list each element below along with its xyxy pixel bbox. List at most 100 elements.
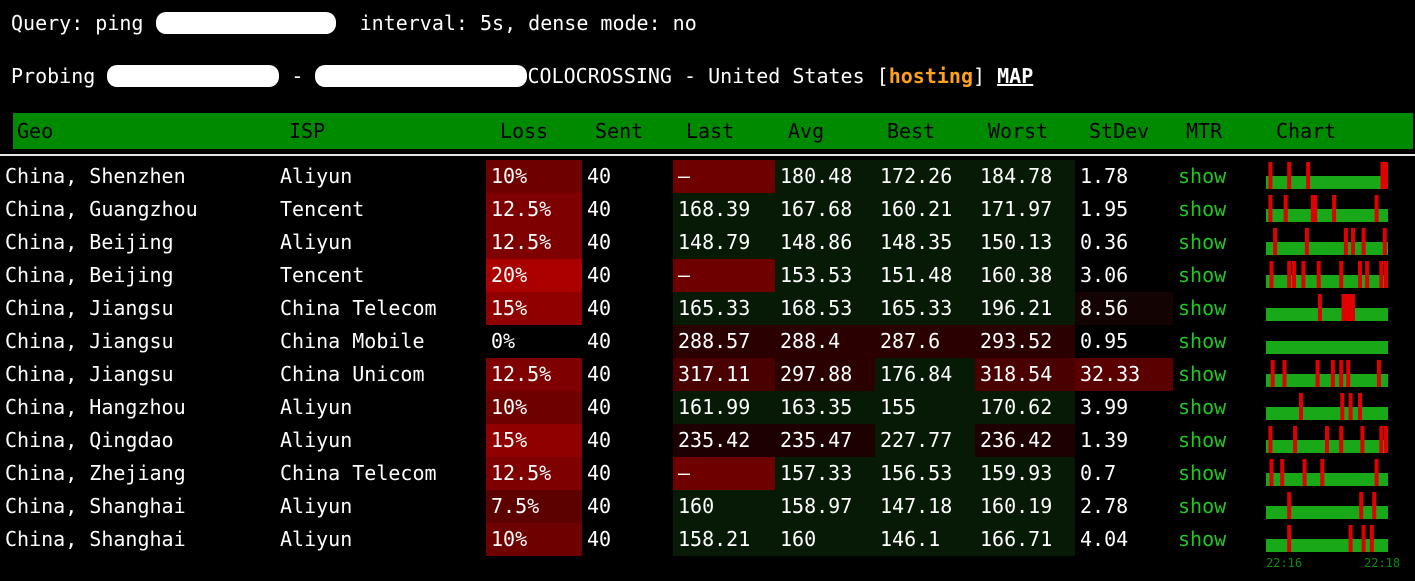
sparkline-baseline [1266, 308, 1388, 321]
cell-worst: 184.78 [975, 160, 1075, 193]
cell-geo: China, Beijing [5, 230, 174, 254]
cell-best: 155 [875, 391, 975, 424]
query-line: Query: ping interval: 5s, dense mode: no [11, 11, 697, 35]
cell-geo: China, Jiangsu [5, 296, 174, 320]
packet-loss-spike [1269, 261, 1274, 288]
col-last: Last [686, 119, 735, 143]
cell-loss: 15% [486, 424, 582, 457]
sparkline-baseline [1266, 176, 1388, 189]
packet-loss-spike [1384, 426, 1388, 453]
packet-loss-spike [1346, 360, 1351, 387]
cell-isp: Aliyun [280, 428, 353, 452]
mtr-show-link[interactable]: show [1178, 263, 1227, 287]
mtr-show-link[interactable]: show [1178, 527, 1227, 551]
cell-sent: 40 [587, 329, 612, 353]
col-chart: Chart [1276, 119, 1337, 143]
cell-stdev: 4.04 [1080, 527, 1129, 551]
mtr-show-link[interactable]: show [1178, 329, 1227, 353]
cell-sent: 40 [587, 527, 612, 551]
cell-isp: Aliyun [280, 395, 353, 419]
cell-stdev: 1.95 [1080, 197, 1129, 221]
header-divider [0, 154, 1415, 156]
cell-best: 176.84 [875, 358, 975, 391]
cell-avg: 168.53 [775, 292, 875, 325]
cell-geo: China, Hangzhou [5, 395, 186, 419]
cell-last: – [673, 160, 775, 193]
mtr-show-link[interactable]: show [1178, 164, 1227, 188]
packet-loss-spike [1365, 261, 1370, 288]
packet-loss-spike [1320, 459, 1325, 486]
latency-sparkline [1266, 393, 1388, 420]
packet-loss-spike [1317, 294, 1322, 321]
cell-loss: 7.5% [486, 490, 582, 523]
cell-sent: 40 [587, 461, 612, 485]
packet-loss-spike [1287, 162, 1292, 189]
cell-isp: China Mobile [280, 329, 425, 353]
mtr-show-link[interactable]: show [1178, 362, 1227, 386]
cell-isp: China Telecom [280, 296, 437, 320]
cell-geo: China, Shenzhen [5, 164, 186, 188]
packet-loss-spike [1343, 294, 1348, 321]
mtr-show-link[interactable]: show [1178, 428, 1227, 452]
cell-loss: 12.5% [486, 457, 582, 490]
cell-stdev: 3.06 [1080, 263, 1129, 287]
sparkline-baseline [1266, 506, 1388, 519]
mtr-show-link[interactable]: show [1178, 494, 1227, 518]
cell-avg: 180.48 [775, 160, 875, 193]
packet-loss-spike [1310, 195, 1315, 222]
cell-stdev: 0.7 [1080, 461, 1117, 485]
chart-time-start: 22:16 [1266, 556, 1303, 570]
cell-loss: 15% [486, 292, 582, 325]
cell-isp: Tencent [280, 263, 365, 287]
packet-loss-spike [1339, 360, 1344, 387]
cell-avg: 163.35 [775, 391, 875, 424]
cell-loss: 12.5% [486, 226, 582, 259]
cell-worst: 150.13 [975, 226, 1075, 259]
col-stdev: StDev [1089, 119, 1150, 143]
table-header: Geo ISP Loss Sent Last Avg Best Worst St… [13, 113, 1413, 149]
cell-geo: China, Beijing [5, 263, 174, 287]
packet-loss-spike [1348, 294, 1353, 321]
packet-loss-spike [1301, 261, 1306, 288]
sparkline-baseline [1266, 275, 1388, 288]
mtr-show-link[interactable]: show [1178, 395, 1227, 419]
packet-loss-spike [1299, 393, 1303, 420]
packet-loss-spike [1270, 360, 1275, 387]
mtr-show-link[interactable]: show [1178, 461, 1227, 485]
query-settings: interval: 5s, dense mode: no [359, 11, 697, 35]
packet-loss-spike [1379, 261, 1384, 288]
latency-sparkline [1266, 459, 1388, 486]
col-isp: ISP [289, 119, 326, 143]
packet-loss-spike [1287, 261, 1292, 288]
cell-geo: China, Jiangsu [5, 362, 174, 386]
probing-dash: - [291, 64, 304, 88]
packet-loss-spike [1304, 228, 1309, 255]
packet-loss-spike [1340, 393, 1345, 420]
mtr-show-link[interactable]: show [1178, 296, 1227, 320]
cell-isp: Aliyun [280, 527, 353, 551]
packet-loss-spike [1358, 261, 1362, 288]
packet-loss-spike [1330, 360, 1335, 387]
packet-loss-spike [1302, 459, 1307, 486]
cell-best: 156.53 [875, 457, 975, 490]
cell-best: 147.18 [875, 490, 975, 523]
mtr-show-link[interactable]: show [1178, 230, 1227, 254]
map-link[interactable]: MAP [997, 64, 1034, 88]
cell-isp: Aliyun [280, 494, 353, 518]
probing-close: ] [973, 64, 986, 88]
mtr-show-link[interactable]: show [1178, 197, 1227, 221]
cell-sent: 40 [587, 395, 612, 419]
sparkline-baseline [1266, 473, 1388, 486]
sparkline-baseline [1266, 209, 1388, 222]
col-sent: Sent [595, 119, 644, 143]
packet-loss-spike [1374, 459, 1379, 486]
packet-loss-spike [1287, 492, 1292, 519]
cell-avg: 153.53 [775, 259, 875, 292]
packet-loss-spike [1332, 195, 1337, 222]
col-best: Best [887, 119, 936, 143]
table-row: China, Beijing Tencent 20% 40 –153.53 151.48 1… [0, 259, 1415, 292]
cell-stdev: 32.33 [1075, 358, 1173, 391]
cell-isp: Aliyun [280, 230, 353, 254]
table-row: China, Shenzhen Aliyun 10% 40–180.48 172.26 1… [0, 160, 1415, 193]
cell-worst: 159.93 [975, 457, 1075, 490]
